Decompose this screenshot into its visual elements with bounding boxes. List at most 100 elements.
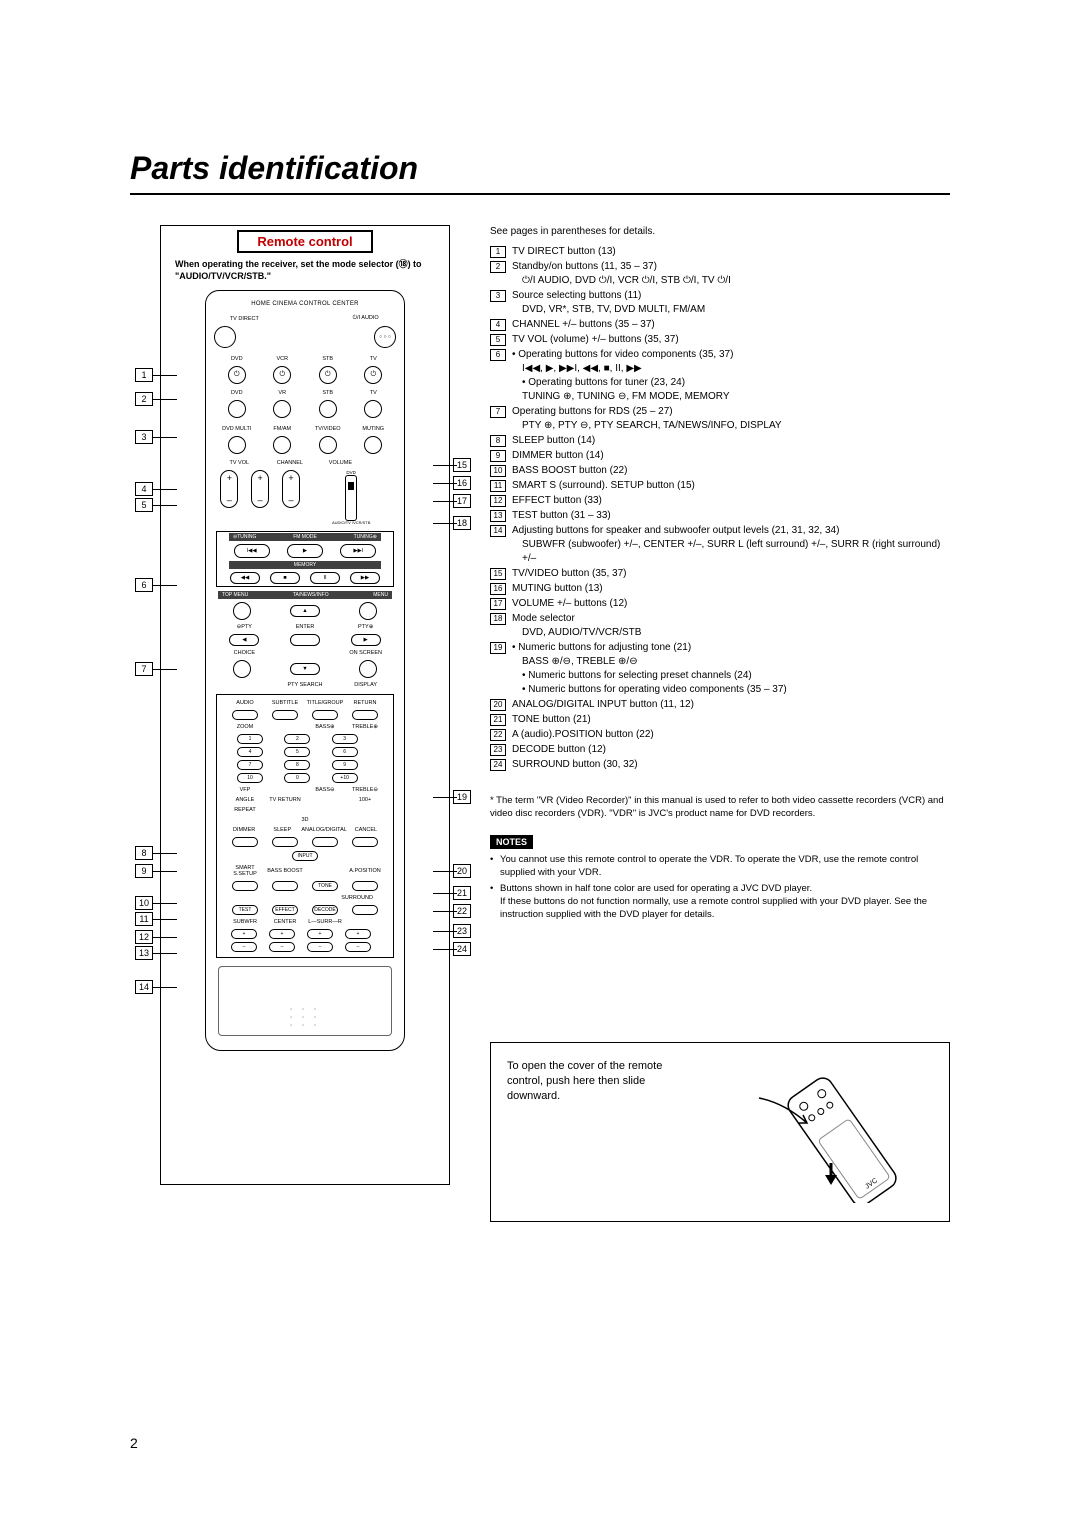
lbl-fmmode: FM MODE <box>293 534 317 540</box>
pause-button[interactable]: II <box>310 572 340 584</box>
bassboost-button[interactable] <box>272 881 298 891</box>
tvvideo-button[interactable] <box>319 436 337 454</box>
callout-7: 7 <box>135 662 153 676</box>
center-plus[interactable]: + <box>269 929 295 939</box>
desc-item-1: 1TV DIRECT button (13) <box>490 245 950 259</box>
surround-button[interactable] <box>352 905 378 915</box>
lbl-vcr: VCR <box>260 356 306 362</box>
desc-item-22: 22A (audio).POSITION button (22) <box>490 728 950 742</box>
num-+10-button[interactable]: +10 <box>332 773 358 783</box>
choice-button[interactable] <box>233 660 251 678</box>
num-2-button[interactable]: 2 <box>284 734 310 744</box>
center-minus[interactable]: – <box>269 942 295 952</box>
num-6-button[interactable]: 6 <box>332 747 358 757</box>
volume-rocker[interactable]: +– <box>282 470 300 508</box>
lbl-src-tv: TV <box>351 390 397 396</box>
lbl-analogdigital: ANALOG/DIGITAL <box>301 827 346 833</box>
lbl-center: CENTER <box>265 919 305 925</box>
desc-item-21: 21TONE button (21) <box>490 713 950 727</box>
menu-button[interactable] <box>359 602 377 620</box>
surrl-minus[interactable]: – <box>307 942 333 952</box>
lbl-tv: TV <box>351 356 397 362</box>
forward-button[interactable]: ▶▶ <box>350 572 380 584</box>
fmam-button[interactable] <box>273 436 291 454</box>
lbl-trebleM: TREBLE⊖ <box>345 787 385 793</box>
subtitle-button[interactable] <box>272 710 298 720</box>
next-button[interactable]: ▶▶I <box>340 544 376 558</box>
num-5-button[interactable]: 5 <box>284 747 310 757</box>
vcr-power-button[interactable] <box>273 366 291 384</box>
surrl-plus[interactable]: + <box>307 929 333 939</box>
surrr-minus[interactable]: – <box>345 942 371 952</box>
enter-button[interactable] <box>290 634 320 646</box>
dvdmulti-button[interactable] <box>228 436 246 454</box>
audio-button[interactable] <box>232 710 258 720</box>
desc-item-19: 19• Numeric buttons for adjusting tone (… <box>490 641 950 697</box>
cancel-button[interactable] <box>352 837 378 847</box>
tv-power-button[interactable] <box>364 366 382 384</box>
topmenu-button[interactable] <box>233 602 251 620</box>
tv-direct-button[interactable] <box>214 326 236 348</box>
lbl-tuning-minus: ⊖TUNING <box>233 534 256 540</box>
num-9-button[interactable]: 9 <box>332 760 358 770</box>
sleep-button[interactable] <box>272 837 298 847</box>
tvvol-rocker[interactable]: +– <box>220 470 238 508</box>
mode-selector-slider[interactable] <box>345 475 357 521</box>
aposition-button[interactable] <box>352 881 378 891</box>
left-button[interactable]: ◀ <box>229 634 259 646</box>
lbl-choice: CHOICE <box>214 650 275 656</box>
lbl-vfp: VFP <box>225 787 265 793</box>
src-stb-button[interactable] <box>319 400 337 418</box>
callout-13: 13 <box>135 946 153 960</box>
channel-rocker[interactable]: +– <box>251 470 269 508</box>
desc-item-23: 23DECODE button (12) <box>490 743 950 757</box>
dvd-power-button[interactable] <box>228 366 246 384</box>
num-3-button[interactable]: 3 <box>332 734 358 744</box>
num-4-button[interactable]: 4 <box>237 747 263 757</box>
muting-button[interactable] <box>364 436 382 454</box>
effect-button[interactable]: EFFECT <box>272 905 298 915</box>
num-10-button[interactable]: 10 <box>237 773 263 783</box>
input-button[interactable]: INPUT <box>292 851 318 861</box>
lbl-ptysearch: PTY SEARCH <box>275 682 336 688</box>
src-dvd-button[interactable] <box>228 400 246 418</box>
analogdigital-button[interactable] <box>312 837 338 847</box>
stb-power-button[interactable] <box>319 366 337 384</box>
test-button[interactable]: TEST <box>232 905 258 915</box>
callout-11: 11 <box>135 912 153 926</box>
num-7-button[interactable]: 7 <box>237 760 263 770</box>
onscreen-button[interactable] <box>359 660 377 678</box>
stop-button[interactable]: ■ <box>270 572 300 584</box>
lbl-tvvol: TV VOL <box>214 460 265 466</box>
decode-button[interactable]: DECODE <box>312 905 338 915</box>
rewind-button[interactable]: ◀◀ <box>230 572 260 584</box>
desc-item-12: 12EFFECT button (33) <box>490 494 950 508</box>
up-button[interactable]: ▲ <box>290 605 320 617</box>
surrr-plus[interactable]: + <box>345 929 371 939</box>
num-0-button[interactable]: 0 <box>284 773 310 783</box>
subwfr-plus[interactable]: + <box>231 929 257 939</box>
tone-button[interactable]: TONE <box>312 881 338 891</box>
num-8-button[interactable]: 8 <box>284 760 310 770</box>
play-button[interactable]: ▶ <box>287 544 323 558</box>
callout-3: 3 <box>135 430 153 444</box>
callout-9: 9 <box>135 864 153 878</box>
desc-item-17: 17VOLUME +/– buttons (12) <box>490 597 950 611</box>
lbl-pty-minus: ⊖PTY <box>214 624 275 630</box>
titlegroup-button[interactable] <box>312 710 338 720</box>
src-vr-button[interactable] <box>273 400 291 418</box>
lbl-dimmer: DIMMER <box>225 827 263 833</box>
smarts-button[interactable] <box>232 881 258 891</box>
right-button[interactable]: ▶ <box>351 634 381 646</box>
lbl-surround: SURROUND <box>341 895 373 901</box>
audio-power-button[interactable]: ○ ○ ○ <box>374 326 396 348</box>
src-tv-button[interactable] <box>364 400 382 418</box>
desc-item-3: 3Source selecting buttons (11)DVD, VR*, … <box>490 289 950 317</box>
prev-button[interactable]: I◀◀ <box>234 544 270 558</box>
return-button[interactable] <box>352 710 378 720</box>
dimmer-button[interactable] <box>232 837 258 847</box>
num-1-button[interactable]: 1 <box>237 734 263 744</box>
callout-12: 12 <box>135 930 153 944</box>
down-button[interactable]: ▼ <box>290 663 320 675</box>
subwfr-minus[interactable]: – <box>231 942 257 952</box>
